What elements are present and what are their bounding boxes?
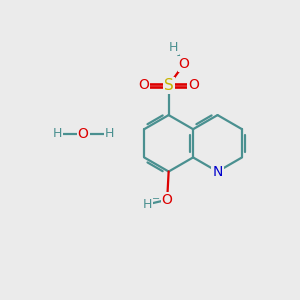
Text: N: N (212, 164, 223, 178)
Text: O: O (188, 78, 199, 92)
Text: H: H (143, 198, 152, 211)
Text: −: − (152, 194, 160, 204)
Text: O: O (138, 78, 149, 92)
Text: O: O (162, 193, 172, 207)
Text: S: S (164, 78, 173, 93)
Text: O: O (179, 57, 190, 71)
Text: O: O (78, 127, 88, 141)
Text: H: H (104, 127, 114, 140)
Text: H: H (52, 127, 62, 140)
Text: H: H (169, 41, 178, 54)
